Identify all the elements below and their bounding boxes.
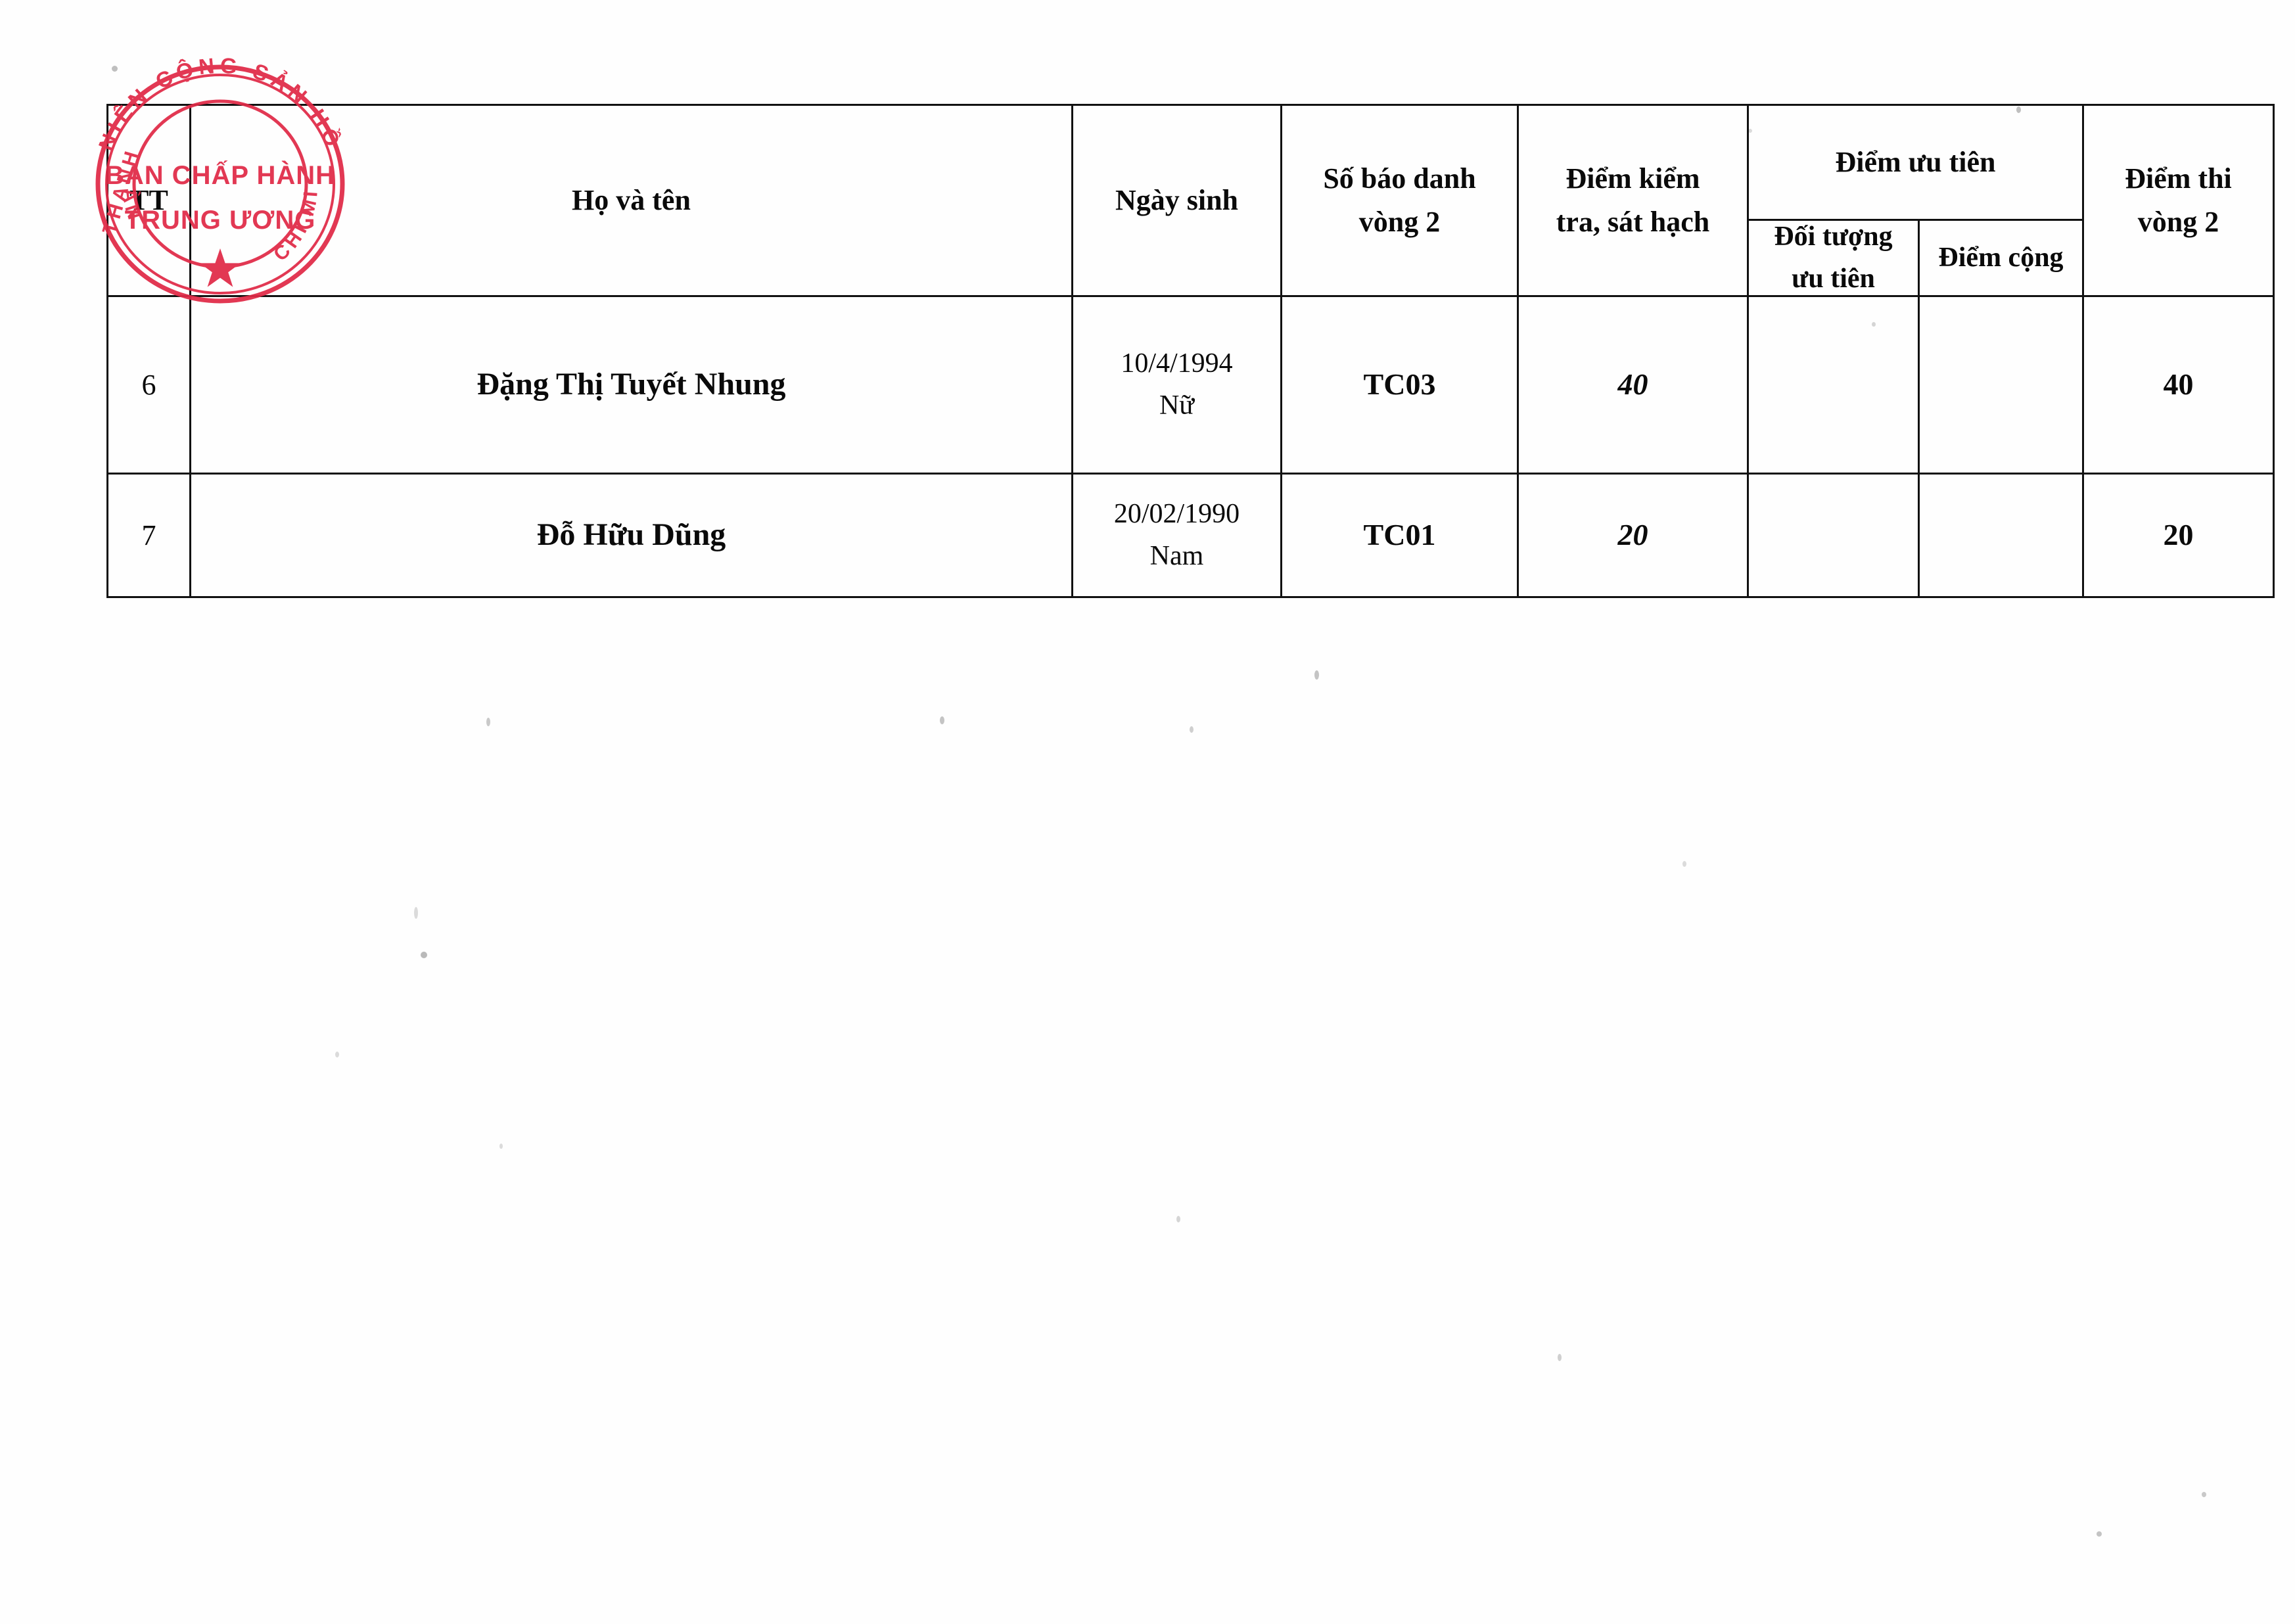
- row-test-score: 20: [1517, 473, 1749, 599]
- header-round2-score-line1: Điểm thi: [2125, 162, 2232, 195]
- header-test-score-line1: Điểm kiểm: [1565, 162, 1700, 195]
- row-tt: 6: [106, 295, 191, 475]
- row-dob-gender: Nữ: [1159, 390, 1195, 421]
- scan-speck: [1314, 670, 1319, 680]
- scan-speck: [940, 716, 944, 724]
- scan-speck: [1176, 1216, 1180, 1222]
- row-dob-date: 10/4/1994: [1121, 348, 1233, 379]
- row-priority-subject: [1747, 473, 1920, 599]
- row-priority-points: [1918, 295, 2084, 475]
- row-dob-date: 20/02/1990: [1113, 499, 1240, 530]
- scan-speck: [421, 952, 427, 958]
- row-priority-points: [1918, 473, 2084, 599]
- header-test-score: Điểm kiểm tra, sát hạch: [1517, 103, 1749, 298]
- scan-speck: [414, 907, 418, 919]
- header-priority-subject-line2: ưu tiên: [1792, 263, 1875, 294]
- row-tt: 7: [106, 473, 191, 599]
- table-header-row-2: Đối tượng ưu tiên Điểm cộng: [108, 218, 2274, 298]
- header-tt: TT: [106, 103, 191, 298]
- table-row: 7 Đỗ Hữu Dũng 20/02/1990 Nam TC01 20 20: [106, 473, 2275, 599]
- scan-speck: [335, 1052, 339, 1057]
- table-header-row-1: TT Họ và tên Ngày sinh Số báo danh vòng …: [106, 103, 2275, 298]
- results-table: TT Họ và tên Ngày sinh Số báo danh vòng …: [106, 103, 2275, 599]
- header-priority-group: Điểm ưu tiên: [1747, 104, 2084, 221]
- header-priority-points: Điểm cộng: [1918, 218, 2084, 298]
- header-round2-score-line2: vòng 2: [2137, 206, 2219, 239]
- header-priority-subject-line1: Đối tượng: [1774, 221, 1893, 252]
- scan-speck: [499, 1144, 503, 1149]
- row-dob: 10/4/1994 Nữ: [1071, 295, 1282, 475]
- scan-speck: [486, 718, 490, 726]
- header-exam-number-line1: Số báo danh: [1323, 162, 1476, 195]
- header-round2-score: Điểm thi vòng 2: [2082, 103, 2275, 298]
- row-full-name: Đỗ Hữu Dũng: [189, 473, 1073, 599]
- row-round2-score: 20: [2082, 473, 2275, 599]
- header-test-score-line2: tra, sát hạch: [1556, 206, 1710, 239]
- scan-speck: [1682, 861, 1686, 867]
- scan-speck: [112, 66, 118, 72]
- row-round2-score: 40: [2082, 295, 2275, 475]
- results-table-wrapper: TT Họ và tên Ngày sinh Số báo danh vòng …: [106, 103, 2275, 599]
- header-full-name: Họ và tên: [189, 103, 1073, 298]
- row-dob-gender: Nam: [1149, 540, 1204, 571]
- header-exam-number-line2: vòng 2: [1358, 206, 1441, 239]
- row-exam-number: TC03: [1280, 295, 1519, 475]
- scan-speck: [2097, 1531, 2102, 1537]
- row-dob: 20/02/1990 Nam: [1071, 473, 1282, 599]
- scan-speck: [1558, 1354, 1562, 1361]
- scan-speck: [1190, 726, 1194, 733]
- scan-speck: [2202, 1492, 2206, 1497]
- row-test-score: 40: [1517, 295, 1749, 475]
- header-exam-number: Số báo danh vòng 2: [1280, 103, 1519, 298]
- table-row: 6 Đặng Thị Tuyết Nhung 10/4/1994 Nữ TC03…: [106, 295, 2275, 475]
- header-priority-subject: Đối tượng ưu tiên: [1747, 218, 1920, 298]
- row-exam-number: TC01: [1280, 473, 1519, 599]
- row-full-name: Đặng Thị Tuyết Nhung: [189, 295, 1073, 475]
- row-priority-subject: [1747, 295, 1920, 475]
- header-dob: Ngày sinh: [1071, 103, 1282, 298]
